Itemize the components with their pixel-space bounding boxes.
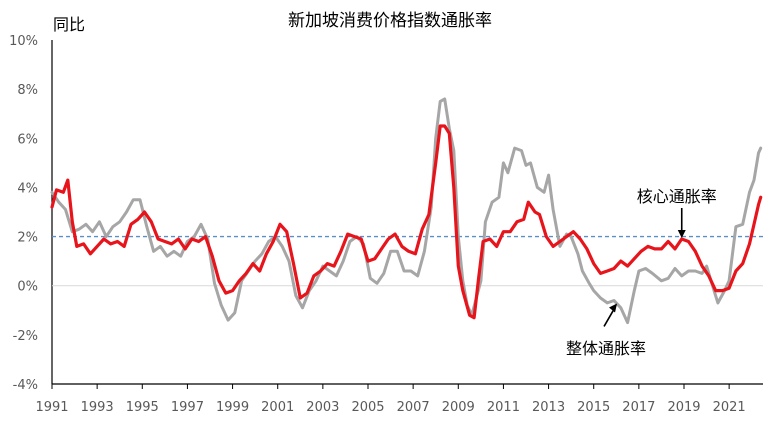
y-axis-label: 同比 xyxy=(53,15,85,34)
y-tick-label: 4% xyxy=(17,181,38,196)
y-tick-label: 2% xyxy=(17,231,38,246)
x-tick-label: 2013 xyxy=(532,400,565,415)
x-tick-label: 1999 xyxy=(216,400,249,415)
y-tick-label: -4% xyxy=(13,378,38,393)
chart-title: 新加坡消费价格指数通胀率 xyxy=(288,11,492,31)
x-tick-label: 2019 xyxy=(667,400,700,415)
x-tick-label: 2005 xyxy=(351,400,384,415)
x-tick-label: 2009 xyxy=(442,400,475,415)
series-line-core xyxy=(50,124,763,320)
annotation-headline-label: 整体通胀率 xyxy=(566,339,646,358)
y-tick-label: 0% xyxy=(17,280,38,295)
annotation-core-label: 核心通胀率 xyxy=(637,187,717,206)
x-tick-label: 1993 xyxy=(81,400,114,415)
y-tick-label: -2% xyxy=(13,329,38,344)
x-tick-label: 1995 xyxy=(126,400,159,415)
y-tick-label: 6% xyxy=(17,132,38,147)
annotation-headline-arrowhead xyxy=(609,303,618,313)
x-tick-label: 1997 xyxy=(171,400,204,415)
x-tick-label: 2003 xyxy=(306,400,339,415)
series-line-headline xyxy=(50,97,763,325)
x-tick-label: 2021 xyxy=(713,400,746,415)
x-tick-label: 1991 xyxy=(35,400,68,415)
x-tick-label: 2017 xyxy=(622,400,655,415)
y-tick-label: 8% xyxy=(17,83,38,98)
series-layer xyxy=(50,97,763,325)
x-tick-label: 2001 xyxy=(261,400,294,415)
x-tick-label: 2007 xyxy=(397,400,430,415)
x-tick-label: 2015 xyxy=(577,400,610,415)
x-tick-label: 2011 xyxy=(487,400,520,415)
annotation-core-arrowhead xyxy=(677,230,686,239)
y-tick-label: 10% xyxy=(9,34,38,49)
axes-layer: -4% -2% 0% 2% 4% 6% 8% 10% 1991 1993 1995 1997 1999 2… xyxy=(9,34,763,415)
